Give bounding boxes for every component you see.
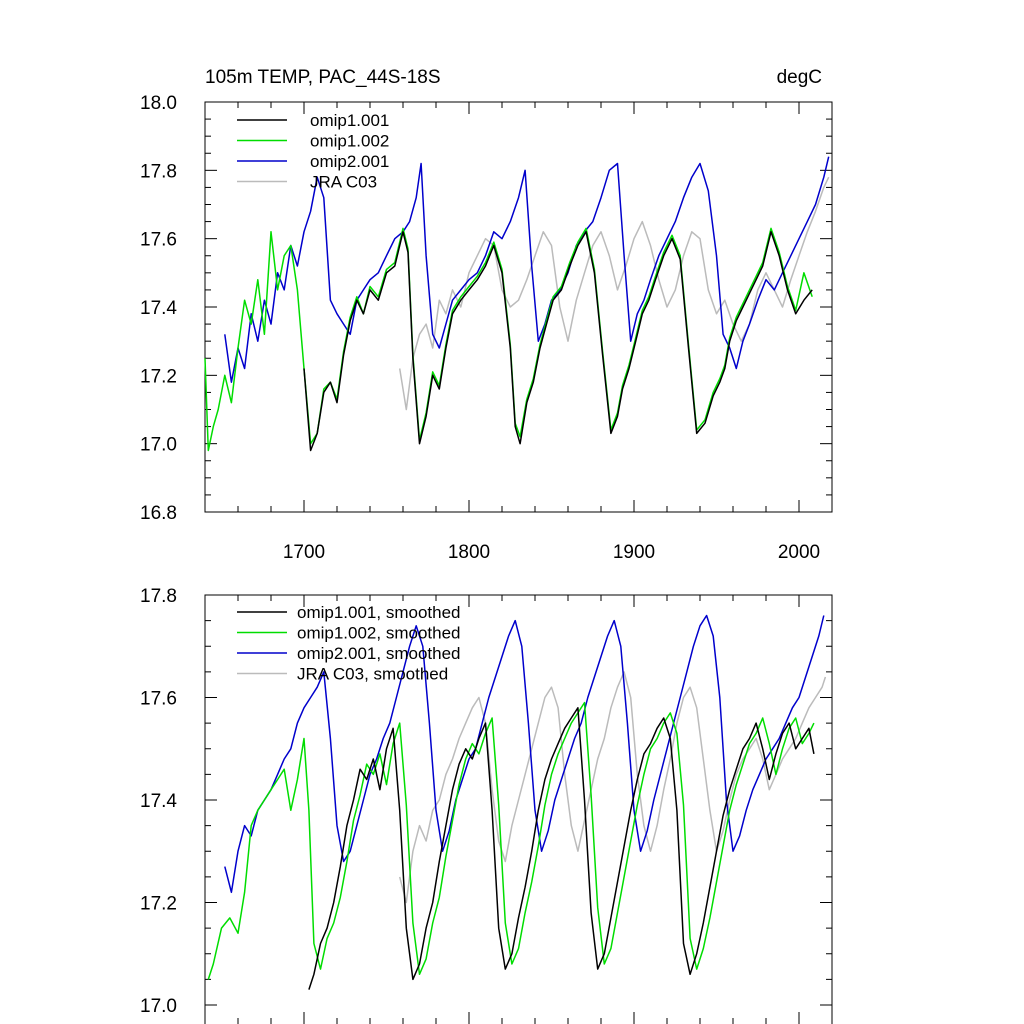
- top-x-tick-label: 1800: [448, 542, 490, 563]
- top-y-tick-label: 16.8: [140, 503, 177, 524]
- bottom-legend-label: JRA C03, smoothed: [297, 665, 448, 684]
- top-y-tick-label: 18.0: [140, 93, 177, 114]
- bottom-series-line-omip2-001-smoothed: [224, 614, 825, 894]
- top-panel-units: degC: [777, 67, 822, 88]
- bottom-y-tick-label: 17.0: [140, 996, 177, 1017]
- bottom-legend-label: omip1.001, smoothed: [297, 603, 461, 622]
- top-y-tick-label: 17.8: [140, 161, 177, 182]
- bottom-panel-legend: omip1.001, smoothed omip1.002, smoothedom…: [237, 603, 461, 684]
- top-legend-label: omip1.002: [310, 132, 389, 151]
- bottom-y-tick-label: 17.4: [140, 791, 177, 812]
- top-legend-label: JRA C03: [310, 173, 377, 192]
- bottom-y-tick-label: 17.2: [140, 894, 177, 915]
- top-series-line-omip1-002: [204, 227, 813, 452]
- top-series-line-omip2-001: [224, 156, 830, 383]
- bottom-series-line-jra-c03-smoothed: [398, 671, 827, 904]
- top-panel-ticks: 16.8 17.0 17.2 17.4 17.6 17.8 18.0 1700 1800 1900…: [140, 93, 833, 563]
- top-x-tick-label: 2000: [778, 542, 820, 563]
- top-panel-title: 105m TEMP, PAC_44S-18S: [205, 67, 441, 88]
- bottom-legend-label: omip1.002, smoothed: [297, 624, 461, 643]
- top-legend-label: omip2.001: [310, 152, 389, 171]
- bottom-panel-frame: [204, 594, 833, 1024]
- top-series-line-omip1-001: [303, 231, 813, 452]
- bottom-legend-label: omip2.001, smoothed: [297, 644, 461, 663]
- top-y-tick-label: 17.4: [140, 298, 177, 319]
- top-x-tick-label: 1700: [283, 542, 325, 563]
- bottom-panel-ticks: 17.0 17.2 17.4 17.6 17.8: [140, 586, 833, 1024]
- bottom-panel-series: [207, 614, 827, 990]
- top-y-tick-label: 17.6: [140, 230, 177, 251]
- top-panel-series: [204, 156, 830, 452]
- top-series-line-jra-c03: [398, 176, 830, 411]
- bottom-y-tick-label: 17.8: [140, 586, 177, 607]
- bottom-panel: 17.0 17.2 17.4 17.6 17.8 omip1.001, smoothed…: [140, 586, 833, 1024]
- bottom-series-line-omip1-002-smoothed: [207, 701, 815, 980]
- bottom-y-tick-label: 17.6: [140, 689, 177, 710]
- bottom-series-line-omip1-001-smoothed: [308, 707, 815, 990]
- top-panel: 105m TEMP, PAC_44S-18S degC 16.8 17.0 17.2…: [140, 67, 833, 563]
- top-legend-label: omip1.001: [310, 111, 389, 130]
- top-y-tick-label: 17.0: [140, 435, 177, 456]
- top-y-tick-label: 17.2: [140, 366, 177, 387]
- top-x-tick-label: 1900: [613, 542, 655, 563]
